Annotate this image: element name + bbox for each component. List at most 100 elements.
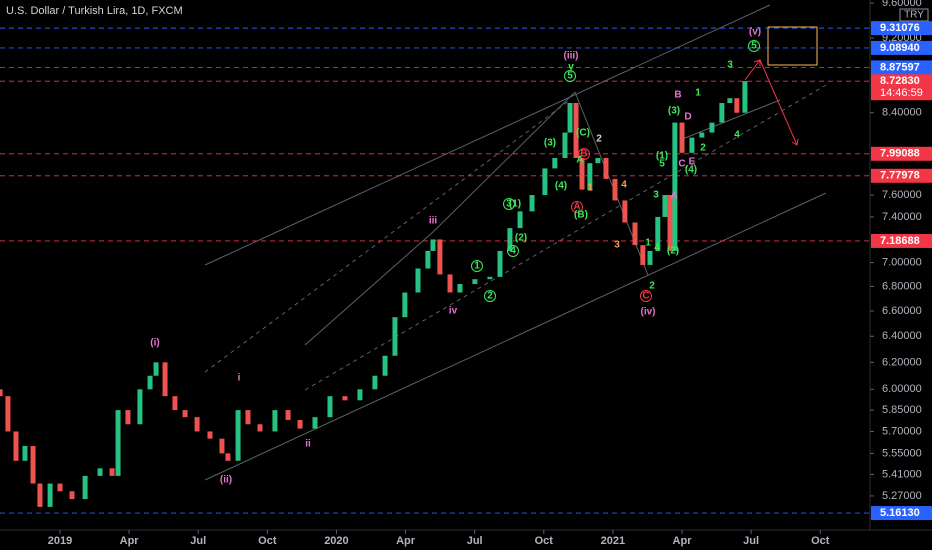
label-circle [640, 290, 652, 302]
candle [327, 396, 333, 418]
price-label-box [871, 146, 932, 161]
wave-label: 2 [700, 143, 706, 154]
candle [603, 157, 609, 179]
candle [372, 375, 378, 390]
wave-label: i [238, 373, 241, 384]
wave-label: (1) [656, 151, 668, 162]
candle [595, 157, 601, 164]
y-tick-label: 5.27000 [882, 490, 922, 502]
price-label: 8.87597 [880, 61, 920, 73]
wave-label: 4 [734, 130, 740, 141]
y-tick-label: 7.40000 [882, 211, 922, 223]
channel-line [432, 91, 576, 233]
candle [529, 195, 535, 212]
wave-label: A [573, 202, 580, 213]
candle [162, 362, 168, 397]
wave-label: (iii) [564, 51, 579, 62]
wave-label: (1) [509, 199, 521, 210]
candle [612, 178, 618, 201]
candle [640, 245, 646, 265]
candle [0, 389, 3, 397]
candle [13, 431, 19, 461]
candle [402, 292, 408, 318]
wave-label: A [576, 155, 583, 166]
candle [719, 103, 725, 123]
y-tick-label: 5.41000 [882, 468, 922, 480]
candle [137, 389, 143, 425]
candle [312, 417, 318, 429]
label-circle [571, 201, 583, 213]
label-circle [484, 290, 496, 302]
candle [734, 98, 740, 113]
currency-box [899, 8, 929, 22]
candle [97, 468, 103, 476]
wave-label: 4 [654, 243, 660, 254]
wave-label: 1 [695, 88, 701, 99]
price-label-box [871, 40, 932, 55]
y-tick-label: 7.60000 [882, 189, 922, 201]
candle [562, 132, 568, 158]
candle [472, 279, 478, 285]
label-circle [564, 70, 576, 82]
candle [153, 362, 159, 376]
x-tick-label: Apr [396, 535, 416, 547]
label-circle [471, 260, 483, 272]
price-label-box [871, 506, 932, 521]
chart-title: U.S. Dollar / Turkish Lira, 1D, FXCM [6, 5, 183, 17]
x-tick-label: Apr [120, 535, 140, 547]
wave-label: C [678, 159, 685, 170]
candle [207, 431, 213, 439]
wave-label: E [689, 157, 696, 168]
x-tick-label: 2021 [601, 535, 625, 547]
wave-label: 4 [510, 246, 516, 257]
wave-label: iv [449, 306, 458, 317]
wave-label: 5 [567, 71, 573, 82]
x-tick-label: 2019 [48, 535, 72, 547]
candle [125, 410, 131, 425]
x-tick-label: Oct [258, 535, 277, 547]
wave-label: ii [305, 439, 311, 450]
y-tick-label: 5.85000 [882, 404, 922, 416]
channel-line [679, 99, 781, 141]
candle [552, 157, 558, 169]
candle [632, 222, 638, 246]
candle [382, 355, 388, 376]
label-circle [748, 40, 760, 52]
arrow-head [791, 138, 799, 146]
wave-labels: (v)53B 1D(3)(1)5 C E24(4)3 A1 4 (2)2C(iv)3421(… [150, 27, 761, 486]
wave-label: (4) [555, 181, 567, 192]
label-circle [507, 245, 519, 257]
y-tick-label: 6.80000 [882, 280, 922, 292]
y-tick-label: 6.00000 [882, 383, 922, 395]
wave-label: (2) [515, 233, 527, 244]
candle [689, 137, 695, 153]
price-label-box [871, 60, 932, 75]
wave-label: A [670, 191, 677, 202]
price-label-box [871, 74, 932, 101]
candle [742, 81, 748, 113]
wave-label: 3 [506, 199, 512, 210]
arrow-head [753, 59, 761, 66]
wave-label: 3 [653, 190, 659, 201]
wave-label: 2 [649, 281, 655, 292]
wave-label: (i) [150, 338, 159, 349]
candle [655, 216, 661, 251]
x-tick-label: Jul [743, 535, 759, 547]
channel-line [304, 84, 827, 391]
candle [507, 228, 513, 251]
wave-label: 5 [751, 41, 757, 52]
price-label-box [871, 168, 932, 183]
candle [47, 483, 53, 507]
candle [647, 250, 653, 265]
wave-label: (B) [574, 210, 588, 221]
candle [662, 195, 668, 217]
candle [57, 483, 63, 492]
candle [437, 239, 443, 275]
wave-label: (2) [667, 246, 679, 257]
candle [37, 483, 43, 507]
candle [30, 446, 36, 484]
candle [709, 122, 715, 133]
candle [679, 122, 685, 153]
wave-label: (v) [749, 27, 761, 38]
candle [285, 410, 291, 421]
